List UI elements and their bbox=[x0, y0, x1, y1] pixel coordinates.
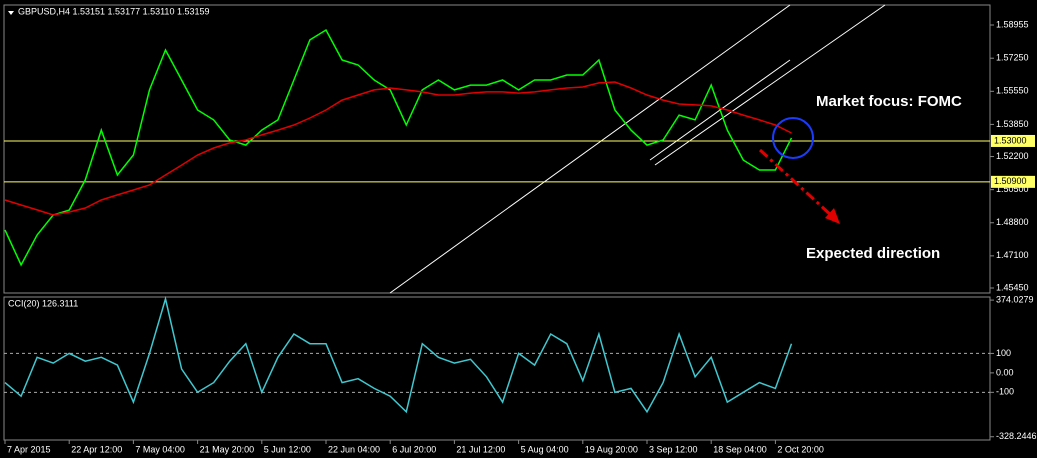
arrow-head bbox=[825, 208, 840, 224]
focus-circle bbox=[772, 117, 814, 159]
y-tick-label: 0.00 bbox=[996, 367, 1014, 377]
price-line bbox=[4, 81, 792, 216]
x-tick-label: 21 Jul 12:00 bbox=[456, 444, 505, 454]
annotation: Expected direction bbox=[806, 245, 940, 262]
x-tick-label: 22 Apr 12:00 bbox=[71, 444, 122, 454]
level-label: 1.50900 bbox=[994, 176, 1027, 186]
y-tick-label: 1.47100 bbox=[996, 250, 1029, 260]
main-frame bbox=[3, 4, 991, 294]
x-tick-label: 2 Oct 20:00 bbox=[777, 444, 824, 454]
x-tick-label: 21 May 20:00 bbox=[200, 444, 255, 454]
menu-icon bbox=[8, 11, 14, 15]
x-tick-label: 7 May 04:00 bbox=[135, 444, 185, 454]
x-tick-label: 7 Apr 2015 bbox=[7, 444, 51, 454]
x-tick-label: 5 Jun 12:00 bbox=[264, 444, 311, 454]
direction-arrow bbox=[758, 148, 834, 218]
channel-line bbox=[654, 4, 886, 166]
cci-title: CCI(20) 126.3111 bbox=[8, 298, 78, 308]
y-tick-label: 100 bbox=[996, 348, 1011, 358]
y-tick-label: -328.2446 bbox=[996, 431, 1037, 441]
y-tick-label: 374.0279 bbox=[996, 294, 1034, 304]
channel-line bbox=[389, 4, 791, 294]
level-label: 1.53000 bbox=[994, 135, 1027, 145]
price-line bbox=[4, 28, 793, 267]
plot: 1.58955 1.57250 1.55550 1.53850 1.52200 1.505… bbox=[4, 19, 1037, 454]
y-tick-label: 1.50500 bbox=[996, 184, 1029, 194]
y-tick-label: 1.53850 bbox=[996, 119, 1029, 129]
y-tick-label: -100 bbox=[996, 387, 1014, 397]
x-tick-label: 5 Aug 04:00 bbox=[521, 444, 569, 454]
y-tick-label: 1.52200 bbox=[996, 151, 1029, 161]
chart-title: GBPUSD,H4 1.53151 1.53177 1.53110 1.5315… bbox=[18, 6, 209, 16]
x-tick-label: 6 Jul 20:00 bbox=[392, 444, 436, 454]
y-tick-label: 1.55550 bbox=[996, 86, 1029, 96]
x-tick-label: 22 Jun 04:00 bbox=[328, 444, 380, 454]
y-tick-label: 1.45450 bbox=[996, 282, 1029, 292]
annotation: Market focus: FOMC bbox=[816, 93, 962, 110]
x-tick-label: 19 Aug 20:00 bbox=[585, 444, 638, 454]
y-tick-label: 1.58955 bbox=[996, 19, 1029, 29]
level-label-box bbox=[991, 175, 1035, 188]
y-tick-label: 1.57250 bbox=[996, 53, 1029, 63]
cci-frame bbox=[3, 296, 991, 441]
y-tick-label: 1.48800 bbox=[996, 217, 1029, 227]
level-label-box bbox=[991, 134, 1035, 147]
x-tick-label: 3 Sep 12:00 bbox=[649, 444, 698, 454]
price-line bbox=[4, 295, 793, 414]
x-tick-label: 18 Sep 04:00 bbox=[713, 444, 767, 454]
